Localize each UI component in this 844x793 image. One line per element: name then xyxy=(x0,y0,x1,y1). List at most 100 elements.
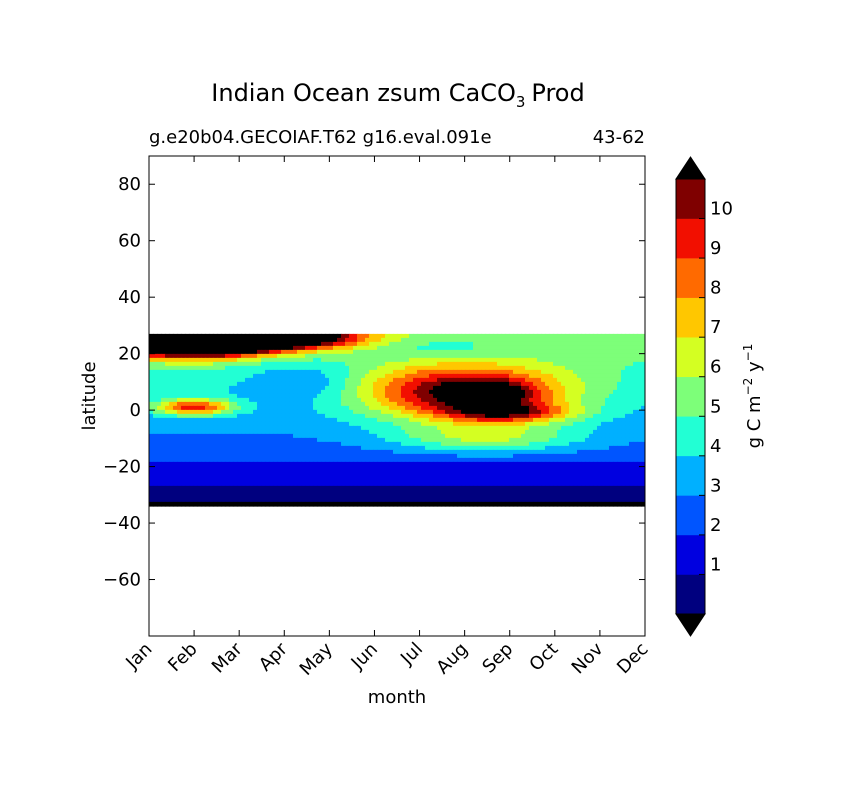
contour-cell xyxy=(501,337,506,343)
contour-cell xyxy=(525,385,530,391)
contour-cell xyxy=(253,393,258,399)
contour-cell xyxy=(565,373,570,379)
contour-cell xyxy=(253,409,258,415)
contour-cell xyxy=(365,361,370,367)
contour-cell xyxy=(429,425,434,431)
contour-cell xyxy=(181,425,186,431)
contour-cell xyxy=(397,485,402,491)
contour-cell xyxy=(249,333,254,339)
contour-cell xyxy=(237,449,242,455)
contour-cell xyxy=(573,361,578,367)
contour-cell xyxy=(317,349,322,355)
contour-cell xyxy=(637,409,642,415)
contour-cell xyxy=(613,449,618,455)
contour-cell xyxy=(533,425,538,431)
contour-cell xyxy=(333,369,338,375)
contour-cell xyxy=(321,421,326,427)
contour-cell xyxy=(605,385,610,391)
contour-cell xyxy=(317,341,322,347)
contour-cell xyxy=(321,389,326,395)
contour-cell xyxy=(597,381,602,387)
contour-cell xyxy=(601,373,606,379)
contour-cell xyxy=(169,469,174,475)
contour-cell xyxy=(485,377,490,383)
contour-cell xyxy=(397,345,402,351)
contour-cell xyxy=(285,465,290,471)
contour-cell xyxy=(209,469,214,475)
contour-cell xyxy=(505,393,510,399)
contour-cell xyxy=(277,365,282,371)
contour-cell xyxy=(193,453,198,459)
contour-cell xyxy=(357,473,362,479)
contour-cell xyxy=(421,433,426,439)
contour-cell xyxy=(369,353,374,359)
contour-cell xyxy=(265,469,270,475)
contour-cell xyxy=(625,437,630,443)
contour-cell xyxy=(189,393,194,399)
contour-cell xyxy=(469,349,474,355)
contour-cell xyxy=(229,333,234,339)
contour-cell xyxy=(561,405,566,411)
contour-cell xyxy=(353,489,358,495)
contour-cell xyxy=(641,381,646,387)
contour-cell xyxy=(521,465,526,471)
contour-cell xyxy=(425,349,430,355)
contour-cell xyxy=(241,373,246,379)
contour-cell xyxy=(169,333,174,339)
contour-cell xyxy=(349,429,354,435)
contour-cell xyxy=(217,465,222,471)
contour-cell xyxy=(185,381,190,387)
contour-cell xyxy=(437,341,442,347)
contour-cell xyxy=(421,445,426,451)
contour-cell xyxy=(489,357,494,363)
contour-cell xyxy=(465,413,470,419)
contour-cell xyxy=(541,373,546,379)
contour-cell xyxy=(517,477,522,483)
contour-cell xyxy=(589,441,594,447)
contour-cell xyxy=(209,337,214,343)
contour-cell xyxy=(237,409,242,415)
contour-cell xyxy=(173,345,178,351)
contour-cell xyxy=(545,425,550,431)
contour-cell xyxy=(389,429,394,435)
contour-cell xyxy=(417,361,422,367)
contour-cell xyxy=(565,381,570,387)
contour-cell xyxy=(193,389,198,395)
contour-cell xyxy=(609,365,614,371)
contour-cell xyxy=(605,449,610,455)
contour-cell xyxy=(241,385,246,391)
contour-cell xyxy=(305,405,310,411)
contour-cell xyxy=(329,445,334,451)
contour-cell xyxy=(517,405,522,411)
contour-cell xyxy=(409,421,414,427)
contour-cell xyxy=(613,477,618,483)
contour-cell xyxy=(313,373,318,379)
contour-cell xyxy=(641,345,646,351)
contour-cell xyxy=(457,345,462,351)
contour-cell xyxy=(249,353,254,359)
contour-cell xyxy=(365,345,370,351)
contour-cell xyxy=(609,489,614,495)
contour-cell xyxy=(629,429,634,435)
contour-cell xyxy=(601,409,606,415)
contour-cell xyxy=(449,433,454,439)
contour-cell xyxy=(161,385,166,391)
contour-cell xyxy=(509,433,514,439)
contour-cell xyxy=(349,381,354,387)
contour-cell xyxy=(597,469,602,475)
contour-cell xyxy=(513,393,518,399)
contour-cell xyxy=(409,405,414,411)
contour-cell xyxy=(453,365,458,371)
contour-cell xyxy=(373,389,378,395)
contour-cell xyxy=(437,417,442,423)
contour-cell xyxy=(385,393,390,399)
contour-cell xyxy=(329,441,334,447)
contour-cell xyxy=(297,401,302,407)
contour-cell xyxy=(357,381,362,387)
contour-cell xyxy=(409,441,414,447)
contour-cell xyxy=(165,473,170,479)
contour-cell xyxy=(325,421,330,427)
contour-cell xyxy=(585,457,590,463)
contour-cell xyxy=(589,429,594,435)
contour-cell xyxy=(265,421,270,427)
